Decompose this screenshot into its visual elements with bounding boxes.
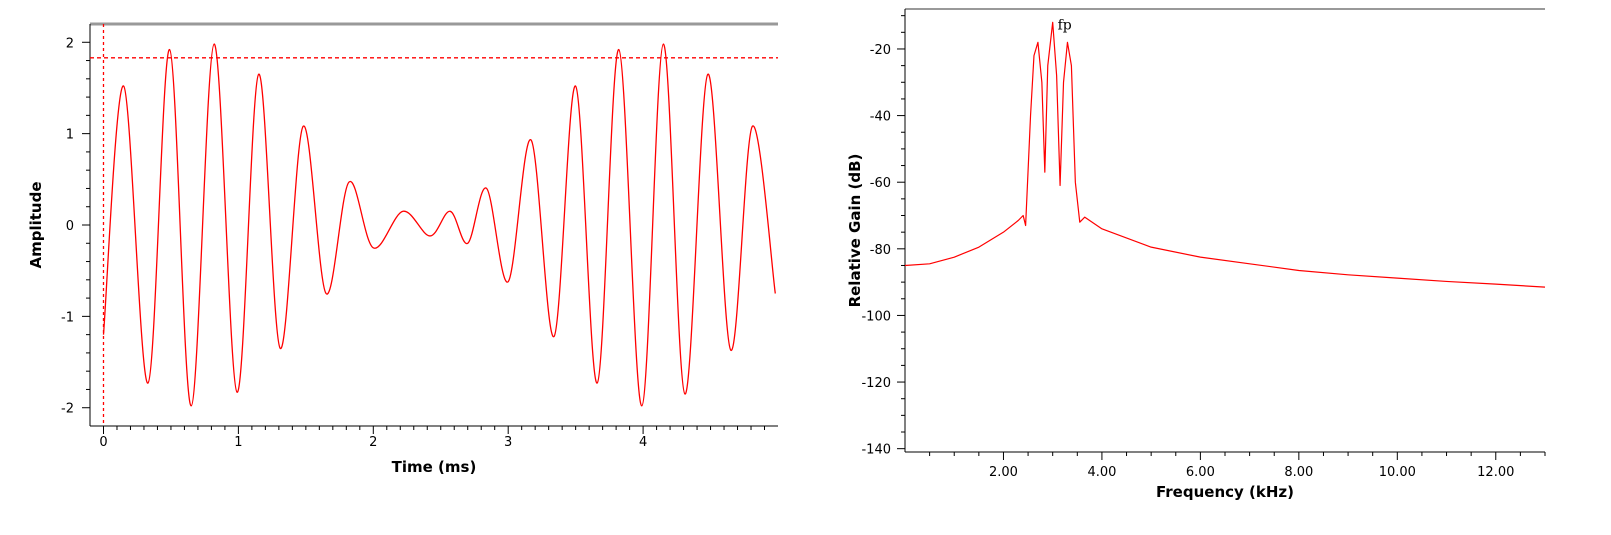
gain-series-line — [904, 21, 1546, 288]
gain-frequency-chart: 2.00 4.00 6.00 8.00 10.00 12.00 -20 -40 -60 -80 -1… — [846, 8, 1546, 501]
y-tick-label: -120 — [861, 376, 891, 391]
x-tick-label: 3 — [504, 435, 512, 450]
y-tick-label: 1 — [66, 128, 74, 143]
y-tick-label: -100 — [861, 309, 891, 324]
x-tick-label: 1 — [234, 435, 242, 450]
x-tick-label: 2 — [369, 435, 377, 450]
x-tick-label: 4 — [639, 435, 647, 450]
x-tick-label: 10.00 — [1379, 465, 1416, 480]
y-tick-label: -60 — [870, 176, 891, 191]
x-tick-label: 12.00 — [1477, 465, 1514, 480]
amplitude-series-line — [102, 43, 776, 407]
x-axis-title: Time (ms) — [392, 458, 477, 476]
amplitude-time-chart: 0 1 2 3 4 -2 -1 0 1 2 Time (ms) Amplitude — [27, 22, 778, 476]
y-tick-label: -40 — [870, 110, 891, 125]
y-tick-label: -1 — [61, 310, 74, 325]
y-tick-label: 0 — [66, 219, 74, 234]
y-tick-label: -20 — [870, 43, 891, 58]
y-axis-title: Relative Gain (dB) — [846, 154, 864, 308]
x-tick-label: 4.00 — [1087, 465, 1116, 480]
x-axis-title: Frequency (kHz) — [1156, 483, 1294, 501]
y-tick-label: -140 — [861, 443, 891, 458]
x-tick-label: 0 — [99, 435, 107, 450]
x-tick-label: 2.00 — [989, 465, 1018, 480]
y-tick-label: -80 — [870, 243, 891, 258]
y-tick-label: -2 — [61, 402, 74, 417]
y-tick-label: 2 — [66, 36, 74, 51]
peak-frequency-annotation: fp — [1058, 18, 1072, 34]
x-tick-label: 6.00 — [1186, 465, 1215, 480]
x-tick-label: 8.00 — [1284, 465, 1313, 480]
y-axis-title: Amplitude — [27, 181, 45, 268]
